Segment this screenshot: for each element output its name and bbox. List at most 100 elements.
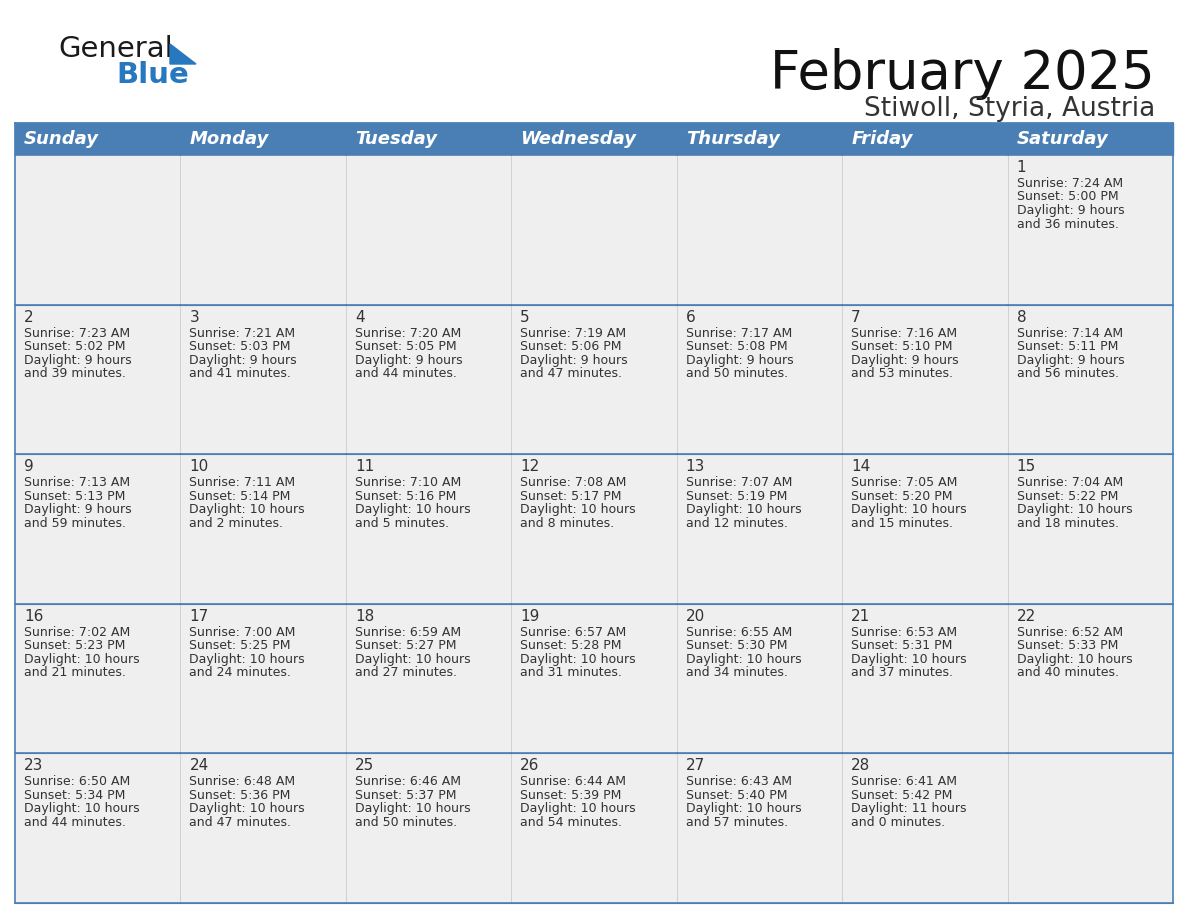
Text: and 27 minutes.: and 27 minutes. <box>355 666 457 679</box>
Bar <box>181 305 346 454</box>
Bar <box>346 305 511 454</box>
Text: Daylight: 10 hours: Daylight: 10 hours <box>520 653 636 666</box>
Bar <box>15 305 181 454</box>
Bar <box>15 123 181 155</box>
Text: February 2025: February 2025 <box>770 48 1155 100</box>
Text: Sunrise: 7:04 AM: Sunrise: 7:04 AM <box>1017 476 1123 489</box>
Text: 8: 8 <box>1017 309 1026 325</box>
Text: Wednesday: Wednesday <box>520 130 637 148</box>
Text: Monday: Monday <box>189 130 268 148</box>
Text: Sunrise: 7:23 AM: Sunrise: 7:23 AM <box>24 327 131 340</box>
Text: 2: 2 <box>24 309 33 325</box>
Bar <box>677 155 842 305</box>
Text: 20: 20 <box>685 609 704 624</box>
Text: Daylight: 9 hours: Daylight: 9 hours <box>355 353 462 366</box>
Text: Sunrise: 6:44 AM: Sunrise: 6:44 AM <box>520 776 626 789</box>
Text: Sunrise: 6:57 AM: Sunrise: 6:57 AM <box>520 626 626 639</box>
Text: Sunset: 5:02 PM: Sunset: 5:02 PM <box>24 340 126 353</box>
Bar <box>15 454 181 604</box>
Text: and 34 minutes.: and 34 minutes. <box>685 666 788 679</box>
Text: Daylight: 10 hours: Daylight: 10 hours <box>355 503 470 516</box>
Text: Sunset: 5:37 PM: Sunset: 5:37 PM <box>355 789 456 802</box>
Text: Sunset: 5:28 PM: Sunset: 5:28 PM <box>520 639 621 653</box>
Text: Sunrise: 7:16 AM: Sunrise: 7:16 AM <box>851 327 958 340</box>
Text: Daylight: 10 hours: Daylight: 10 hours <box>520 503 636 516</box>
Text: Sunrise: 6:43 AM: Sunrise: 6:43 AM <box>685 776 791 789</box>
Bar <box>1007 604 1173 754</box>
Text: Sunset: 5:39 PM: Sunset: 5:39 PM <box>520 789 621 802</box>
Text: Sunrise: 7:00 AM: Sunrise: 7:00 AM <box>189 626 296 639</box>
Bar <box>346 123 511 155</box>
Text: and 37 minutes.: and 37 minutes. <box>851 666 953 679</box>
Text: Sunset: 5:16 PM: Sunset: 5:16 PM <box>355 489 456 503</box>
Text: and 56 minutes.: and 56 minutes. <box>1017 367 1119 380</box>
Text: and 47 minutes.: and 47 minutes. <box>520 367 623 380</box>
Text: Sunset: 5:05 PM: Sunset: 5:05 PM <box>355 340 456 353</box>
Bar <box>677 305 842 454</box>
Bar <box>181 155 346 305</box>
Text: 6: 6 <box>685 309 695 325</box>
Text: Tuesday: Tuesday <box>355 130 437 148</box>
Polygon shape <box>170 44 196 64</box>
Text: 10: 10 <box>189 459 209 475</box>
Text: Sunrise: 7:10 AM: Sunrise: 7:10 AM <box>355 476 461 489</box>
Text: Blue: Blue <box>116 61 189 89</box>
Bar <box>842 604 1007 754</box>
Bar <box>511 754 677 903</box>
Bar <box>346 604 511 754</box>
Text: and 0 minutes.: and 0 minutes. <box>851 816 946 829</box>
Bar <box>842 454 1007 604</box>
Text: Stiwoll, Styria, Austria: Stiwoll, Styria, Austria <box>864 96 1155 122</box>
Text: Daylight: 10 hours: Daylight: 10 hours <box>520 802 636 815</box>
Text: and 41 minutes.: and 41 minutes. <box>189 367 291 380</box>
Bar <box>346 155 511 305</box>
Text: Sunset: 5:40 PM: Sunset: 5:40 PM <box>685 789 788 802</box>
Text: 24: 24 <box>189 758 209 773</box>
Text: Sunrise: 7:05 AM: Sunrise: 7:05 AM <box>851 476 958 489</box>
Text: Daylight: 10 hours: Daylight: 10 hours <box>1017 653 1132 666</box>
Text: 7: 7 <box>851 309 861 325</box>
Text: 26: 26 <box>520 758 539 773</box>
Text: Saturday: Saturday <box>1017 130 1108 148</box>
Text: 18: 18 <box>355 609 374 624</box>
Text: and 15 minutes.: and 15 minutes. <box>851 517 953 530</box>
Text: Sunrise: 7:14 AM: Sunrise: 7:14 AM <box>1017 327 1123 340</box>
Text: Sunrise: 7:07 AM: Sunrise: 7:07 AM <box>685 476 792 489</box>
Bar <box>346 754 511 903</box>
Text: Daylight: 9 hours: Daylight: 9 hours <box>1017 353 1124 366</box>
Text: Daylight: 10 hours: Daylight: 10 hours <box>685 503 802 516</box>
Text: and 18 minutes.: and 18 minutes. <box>1017 517 1119 530</box>
Text: 1: 1 <box>1017 160 1026 175</box>
Text: Daylight: 10 hours: Daylight: 10 hours <box>685 802 802 815</box>
Text: Sunset: 5:00 PM: Sunset: 5:00 PM <box>1017 191 1118 204</box>
Text: and 47 minutes.: and 47 minutes. <box>189 816 291 829</box>
Text: Sunrise: 6:55 AM: Sunrise: 6:55 AM <box>685 626 792 639</box>
Text: Daylight: 9 hours: Daylight: 9 hours <box>685 353 794 366</box>
Text: Daylight: 9 hours: Daylight: 9 hours <box>851 353 959 366</box>
Text: 21: 21 <box>851 609 871 624</box>
Text: Sunrise: 7:08 AM: Sunrise: 7:08 AM <box>520 476 626 489</box>
Text: General: General <box>58 35 172 63</box>
Text: 27: 27 <box>685 758 704 773</box>
Text: Sunrise: 6:50 AM: Sunrise: 6:50 AM <box>24 776 131 789</box>
Text: Daylight: 10 hours: Daylight: 10 hours <box>24 653 140 666</box>
Text: Sunset: 5:14 PM: Sunset: 5:14 PM <box>189 489 291 503</box>
Text: Sunset: 5:36 PM: Sunset: 5:36 PM <box>189 789 291 802</box>
Text: Sunday: Sunday <box>24 130 99 148</box>
Bar <box>1007 305 1173 454</box>
Bar <box>15 604 181 754</box>
Text: and 40 minutes.: and 40 minutes. <box>1017 666 1119 679</box>
Text: Sunset: 5:34 PM: Sunset: 5:34 PM <box>24 789 126 802</box>
Text: Sunrise: 6:48 AM: Sunrise: 6:48 AM <box>189 776 296 789</box>
Text: Daylight: 10 hours: Daylight: 10 hours <box>189 503 305 516</box>
Text: and 2 minutes.: and 2 minutes. <box>189 517 284 530</box>
Text: Sunset: 5:10 PM: Sunset: 5:10 PM <box>851 340 953 353</box>
Text: Daylight: 10 hours: Daylight: 10 hours <box>851 653 967 666</box>
Text: 11: 11 <box>355 459 374 475</box>
Text: Daylight: 10 hours: Daylight: 10 hours <box>851 503 967 516</box>
Text: and 24 minutes.: and 24 minutes. <box>189 666 291 679</box>
Text: Sunset: 5:06 PM: Sunset: 5:06 PM <box>520 340 621 353</box>
Bar <box>1007 123 1173 155</box>
Text: Sunset: 5:20 PM: Sunset: 5:20 PM <box>851 489 953 503</box>
Text: and 21 minutes.: and 21 minutes. <box>24 666 126 679</box>
